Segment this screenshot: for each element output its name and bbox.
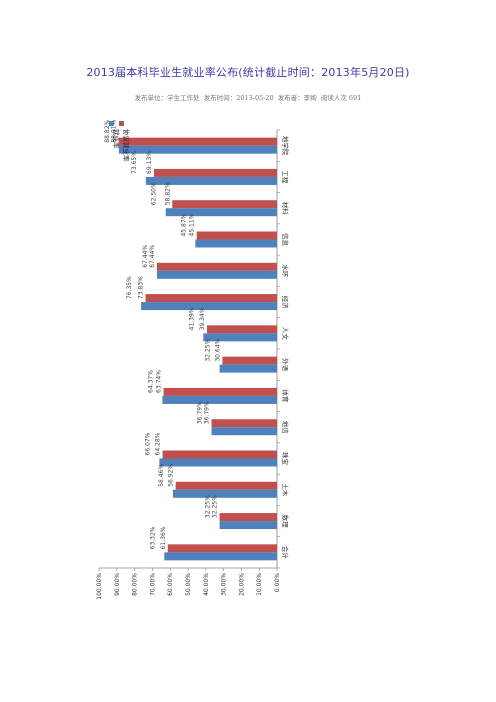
data-label-agreement-rate: 32.25%: [212, 495, 219, 518]
bar-3-agreement-rate: [172, 200, 277, 209]
data-label-agreement-rate: 63.74%: [156, 370, 163, 393]
bar-13-agreement-rate: [219, 513, 277, 522]
bar-6-agreement-rate: [145, 294, 277, 303]
value-tick-label: 70.00%: [149, 573, 156, 596]
data-label-employment-rate: 45.87%: [180, 213, 187, 236]
legend-label: 协议就业率: [122, 129, 131, 162]
bar-6-employment-rate: [141, 302, 277, 311]
data-label-agreement-rate: 64.28%: [155, 432, 162, 455]
bar-12-agreement-rate: [175, 481, 277, 490]
category-label: 地信: [281, 421, 290, 435]
data-label-agreement-rate: 61.36%: [160, 526, 167, 549]
publish-meta: 发布单位：学生工作处 发布时间：2013-05-20 发布者：李绚 阅读人次 6…: [0, 92, 496, 102]
category-label: 人文: [281, 327, 290, 341]
bar-2-agreement-rate: [153, 168, 277, 177]
legend-label: 就业率: [112, 129, 121, 149]
category-label: 信息: [281, 233, 290, 247]
bar-14-agreement-rate: [167, 544, 277, 553]
data-label-agreement-rate: 73.83%: [138, 276, 145, 299]
category-label: 材料: [281, 202, 290, 216]
bar-1-employment-rate: [118, 145, 278, 154]
meta-author: 发布者：李绚: [277, 94, 317, 102]
data-label-employment-rate: 58.46%: [158, 464, 165, 487]
data-label-employment-rate: 41.39%: [188, 307, 195, 330]
value-tick-label: 80.00%: [132, 573, 139, 596]
bar-7-agreement-rate: [206, 325, 277, 334]
category-label: 经济: [281, 296, 290, 310]
value-tick-label: 40.00%: [203, 573, 210, 596]
bar-9-employment-rate: [162, 395, 277, 404]
value-tick-label: 90.00%: [114, 573, 121, 596]
meta-publish-time: 发布时间：2013-05-20: [203, 94, 274, 102]
bar-12-employment-rate: [172, 489, 277, 498]
bar-3-employment-rate: [165, 208, 277, 217]
data-label-employment-rate: 66.07%: [144, 432, 151, 455]
data-label-agreement-rate: 45.11%: [189, 213, 196, 236]
data-label-agreement-rate: 39.34%: [199, 307, 206, 330]
value-tick-label: 60.00%: [167, 573, 174, 596]
data-label-agreement-rate: 69.13%: [146, 151, 153, 174]
bar-4-agreement-rate: [196, 231, 277, 240]
data-label-agreement-rate: 67.44%: [149, 245, 156, 268]
data-label-employment-rate: 64.37%: [147, 370, 154, 393]
bar-9-agreement-rate: [163, 387, 277, 396]
category-label: 土木: [281, 483, 290, 497]
value-tick-label: 10.00%: [256, 573, 263, 596]
bar-14-employment-rate: [164, 552, 277, 561]
data-label-agreement-rate: 56.92%: [168, 464, 175, 487]
bar-4-employment-rate: [195, 239, 277, 248]
data-label-employment-rate: 88.82%: [104, 119, 111, 142]
category-label: 珠宝: [281, 452, 290, 466]
data-label-employment-rate: 73.65%: [131, 151, 138, 174]
data-label-employment-rate: 67.44%: [142, 245, 149, 268]
bar-2-employment-rate: [145, 176, 277, 185]
category-label: 数理: [281, 515, 290, 529]
category-label: 会计: [281, 546, 290, 560]
page-title: 2013届本科毕业生就业率公布(统计截止时间：2013年5月20日): [86, 66, 410, 79]
bar-11-agreement-rate: [162, 450, 277, 459]
data-label-employment-rate: 76.35%: [126, 276, 133, 299]
bar-13-employment-rate: [219, 521, 277, 530]
value-tick-label: 30.00%: [221, 573, 228, 596]
data-label-employment-rate: 32.25%: [205, 338, 212, 361]
category-label: 体育: [281, 389, 290, 403]
bar-8-employment-rate: [219, 364, 277, 373]
bar-5-employment-rate: [156, 270, 277, 279]
value-tick-label: 0.00%: [274, 573, 281, 592]
category-label: 水环: [281, 264, 290, 278]
value-tick-label: 20.00%: [238, 573, 245, 596]
bar-1-agreement-rate: [118, 137, 277, 146]
meta-publisher: 发布单位：学生工作处: [134, 94, 200, 102]
bar-5-agreement-rate: [156, 262, 277, 271]
bar-8-agreement-rate: [222, 356, 277, 365]
bar-10-agreement-rate: [211, 419, 277, 428]
category-label: 工程: [281, 170, 290, 184]
legend-swatch: [119, 121, 124, 126]
bar-10-employment-rate: [211, 427, 277, 436]
value-tick-label: 100.00%: [96, 573, 103, 600]
bar-11-employment-rate: [159, 458, 277, 467]
data-label-agreement-rate: 30.64%: [214, 338, 221, 361]
data-label-employment-rate: 63.32%: [149, 526, 156, 549]
legend-swatch: [109, 121, 114, 126]
data-label-agreement-rate: 36.79%: [204, 401, 211, 424]
value-tick-label: 50.00%: [185, 573, 192, 596]
category-label: 外语: [281, 358, 290, 372]
bar-7-employment-rate: [203, 333, 277, 342]
data-label-employment-rate: 36.79%: [197, 401, 204, 424]
data-label-employment-rate: 62.50%: [151, 182, 158, 205]
meta-reads: 阅读人次 691: [320, 94, 362, 102]
data-label-employment-rate: 32.25%: [205, 495, 212, 518]
category-label: 地学院: [281, 136, 290, 156]
data-label-agreement-rate: 58.82%: [164, 182, 171, 205]
data-label-agreement-rate: 88.91%: [111, 119, 118, 142]
